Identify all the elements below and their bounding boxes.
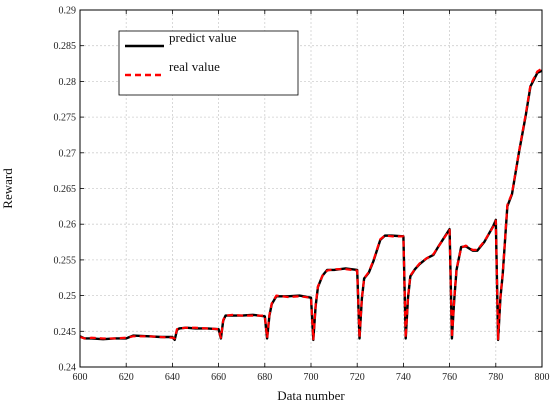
- x-tick-label: 800: [535, 372, 550, 383]
- x-tick-label: 600: [73, 372, 88, 383]
- y-tick-label: 0.29: [59, 6, 77, 17]
- tick-layer: 600 620 640 660 680 700 720 740 760 780 800 0.24 0.2…: [54, 6, 550, 384]
- x-tick-label: 660: [211, 372, 226, 383]
- y-tick-label: 0.255: [54, 255, 77, 266]
- y-tick-label: 0.275: [54, 113, 77, 124]
- legend: predict value real value: [118, 30, 299, 96]
- y-tick-label: 0.285: [54, 41, 77, 52]
- x-axis-title: Data number: [277, 388, 345, 403]
- y-tick-label: 0.26: [59, 220, 77, 231]
- x-tick-label: 620: [119, 372, 134, 383]
- legend-label-predict-value: predict value: [169, 30, 237, 45]
- y-axis-title: Reward: [0, 168, 15, 209]
- x-tick-label: 720: [350, 372, 365, 383]
- y-tick-label: 0.24: [59, 363, 77, 374]
- x-tick-label: 740: [396, 372, 411, 383]
- x-tick-label: 780: [488, 372, 503, 383]
- y-tick-label: 0.28: [59, 77, 77, 88]
- x-tick-label: 680: [257, 372, 272, 383]
- legend-box: [118, 30, 299, 96]
- legend-label-real-value: real value: [169, 59, 220, 74]
- x-tick-label: 640: [165, 372, 180, 383]
- series-layer: [79, 67, 543, 342]
- y-tick-label: 0.27: [59, 148, 77, 159]
- series-line-real-value: [79, 67, 543, 341]
- x-tick-label: 760: [442, 372, 457, 383]
- y-tick-label: 0.265: [54, 184, 77, 195]
- y-tick-label: 0.245: [54, 327, 77, 338]
- x-tick-label: 700: [304, 372, 319, 383]
- y-tick-label: 0.25: [59, 291, 77, 302]
